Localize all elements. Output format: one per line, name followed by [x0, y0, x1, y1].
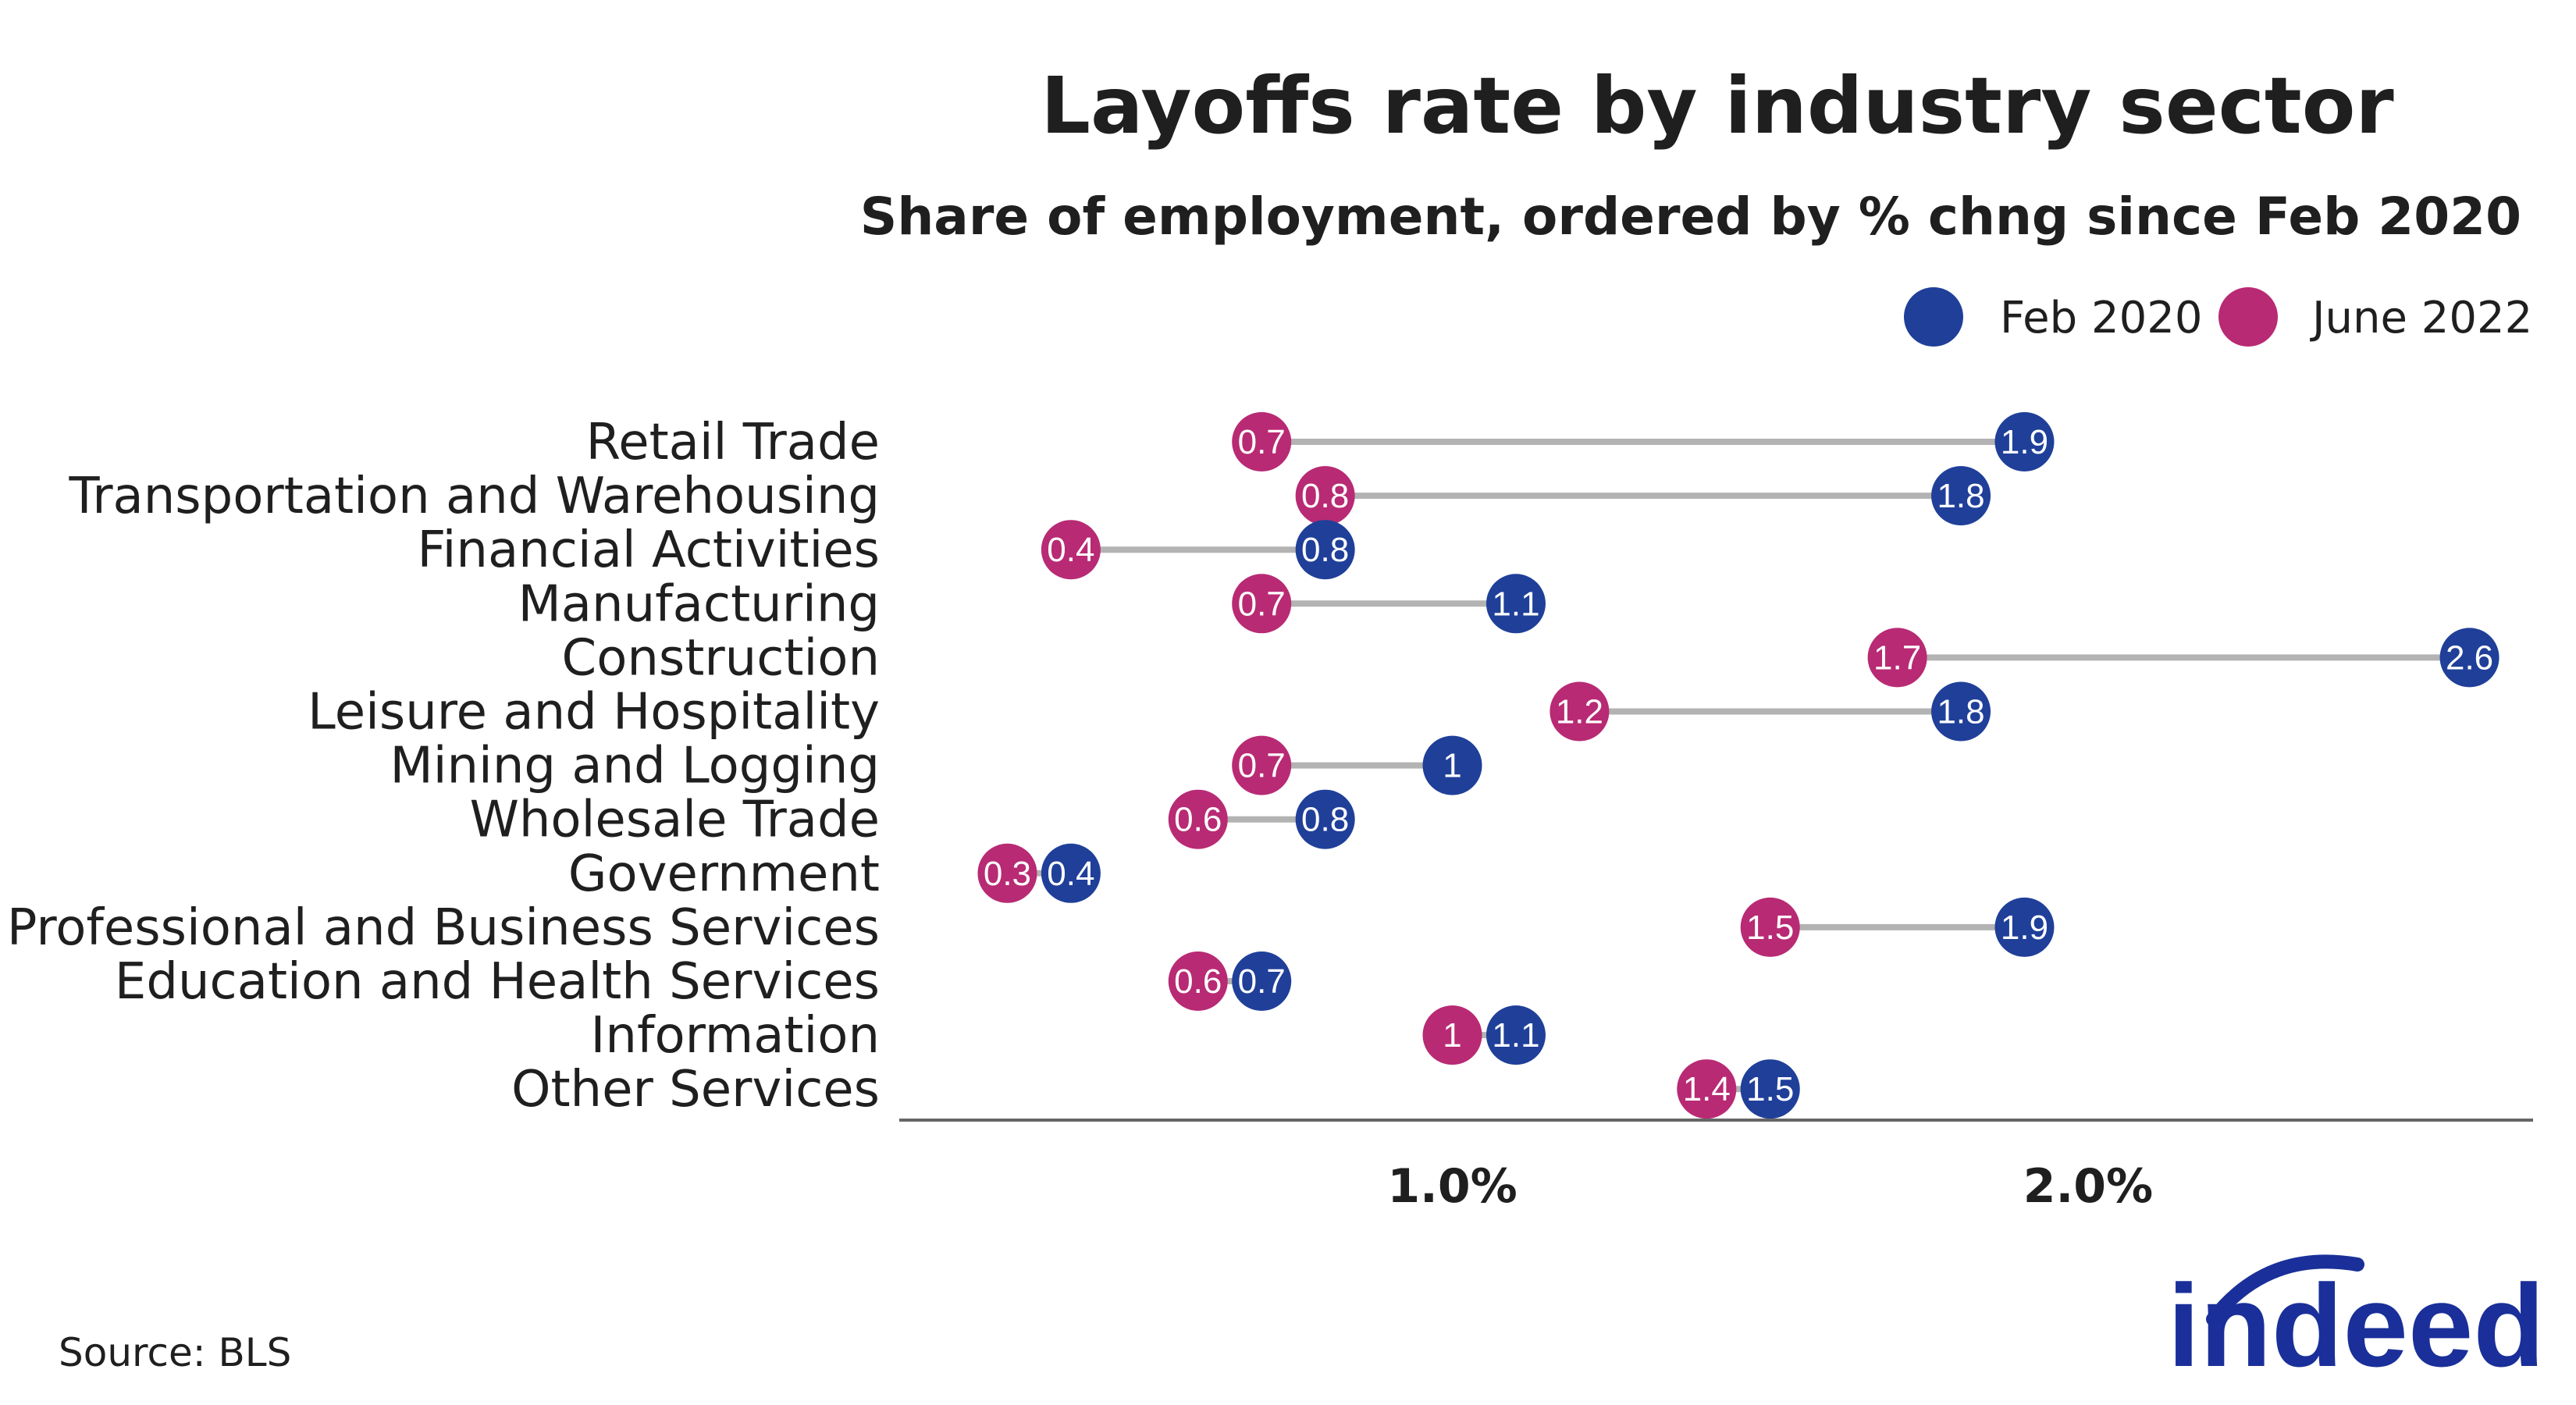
feb-2020-point	[1931, 681, 1991, 742]
feb-2020-data-label: 0.4	[1047, 855, 1094, 893]
june-2022-data-label: 0.8	[1301, 477, 1349, 515]
feb-2020-point	[1740, 1059, 1800, 1119]
indeed-logo: indeed	[2168, 1254, 2545, 1391]
june-2022-point	[1295, 466, 1355, 526]
june-2022-point	[1232, 735, 1292, 795]
june-2022-point	[1740, 897, 1800, 957]
feb-2020-point	[1931, 466, 1991, 526]
source-note: Source: BLS	[59, 1330, 291, 1375]
june-2022-data-label: 1.4	[1683, 1070, 1731, 1108]
x-tick-label: 2.0%	[2023, 1159, 2153, 1214]
june-2022-point	[1168, 789, 1228, 849]
connector-lines	[1007, 439, 2470, 1093]
june-2022-point	[1550, 681, 1610, 742]
feb-2020-point	[1295, 520, 1355, 580]
category-label: Manufacturing	[518, 575, 880, 633]
june-2022-point	[1168, 951, 1228, 1011]
feb-2020-point	[1422, 735, 1482, 795]
june-2022-data-label: 1.5	[1746, 909, 1794, 947]
june-2022-data-label: 0.3	[984, 855, 1031, 893]
feb-2020-data-label: 1	[1443, 747, 1461, 785]
category-label: Education and Health Services	[115, 953, 880, 1011]
category-label: Retail Trade	[586, 414, 880, 471]
feb-2020-point	[2439, 628, 2500, 688]
data-points: 0.7 0.8 0.4 0.7 1.7 1.2 0.7 0.6 0.3 1.5 0.6 1 1.4 1.9…	[977, 412, 2500, 1119]
legend-swatch-feb-2020	[1904, 287, 1963, 347]
legend-label-june-2022: June 2022	[2310, 293, 2532, 343]
feb-2020-data-label: 1.8	[1937, 693, 1984, 731]
feb-2020-data-label: 1.8	[1937, 477, 1984, 515]
june-2022-data-label: 0.7	[1238, 423, 1286, 461]
feb-2020-point	[1994, 412, 2055, 471]
june-2022-data-label: 1.7	[1873, 638, 1921, 677]
category-label: Government	[568, 845, 880, 903]
june-2022-point	[1677, 1059, 1737, 1119]
feb-2020-point	[1485, 574, 1546, 634]
legend-label-feb-2020: Feb 2020	[2000, 293, 2202, 343]
june-2022-point	[1422, 1005, 1482, 1065]
category-label: Mining and Logging	[390, 738, 880, 795]
june-2022-data-label: 0.6	[1174, 962, 1222, 1001]
june-2022-data-label: 1	[1443, 1016, 1461, 1055]
feb-2020-data-label: 0.7	[1238, 962, 1286, 1001]
logo-arc	[2206, 1254, 2364, 1326]
x-axis-tick-labels: 1.0% 2.0%	[1387, 1159, 2153, 1214]
category-label: Transportation and Warehousing	[69, 468, 881, 525]
june-2022-point	[977, 843, 1037, 903]
feb-2020-data-label: 1.5	[1746, 1070, 1794, 1108]
category-label: Construction	[562, 629, 881, 687]
june-2022-data-label: 1.2	[1556, 693, 1603, 731]
logo-text: indeed	[2168, 1260, 2545, 1391]
category-label: Professional and Business Services	[7, 899, 880, 957]
feb-2020-point	[1232, 951, 1292, 1011]
category-label: Information	[591, 1007, 880, 1065]
feb-2020-data-label: 1.9	[2001, 909, 2048, 947]
feb-2020-point	[1994, 897, 2055, 957]
feb-2020-data-label: 2.6	[2446, 638, 2493, 677]
feb-2020-point	[1485, 1005, 1546, 1065]
legend-swatch-june-2022	[2218, 287, 2278, 347]
category-label: Other Services	[511, 1061, 880, 1119]
category-label: Financial Activities	[417, 521, 880, 579]
june-2022-point	[1232, 574, 1292, 634]
category-label: Leisure and Hospitality	[308, 684, 880, 742]
june-2022-point	[1041, 520, 1101, 580]
feb-2020-data-label: 0.8	[1301, 801, 1349, 839]
x-tick-label: 1.0%	[1387, 1159, 1517, 1214]
feb-2020-data-label: 1.1	[1492, 585, 1539, 623]
feb-2020-data-label: 0.8	[1301, 531, 1349, 569]
legend: Feb 2020 June 2022	[1904, 287, 2532, 347]
chart-title: Layoffs rate by industry sector	[1041, 60, 2394, 151]
feb-2020-point	[1295, 789, 1355, 849]
june-2022-data-label: 0.6	[1174, 801, 1222, 839]
june-2022-point	[1232, 412, 1292, 471]
june-2022-data-label: 0.7	[1238, 747, 1286, 785]
category-label: Wholesale Trade	[470, 791, 880, 849]
feb-2020-data-label: 1.1	[1492, 1016, 1539, 1055]
june-2022-data-label: 0.7	[1238, 585, 1286, 623]
june-2022-data-label: 0.4	[1047, 531, 1094, 569]
feb-2020-point	[1041, 843, 1101, 903]
feb-2020-data-label: 1.9	[2001, 423, 2048, 461]
chart-subtitle: Share of employment, ordered by % chng s…	[860, 187, 2521, 247]
june-2022-point	[1867, 628, 1927, 688]
